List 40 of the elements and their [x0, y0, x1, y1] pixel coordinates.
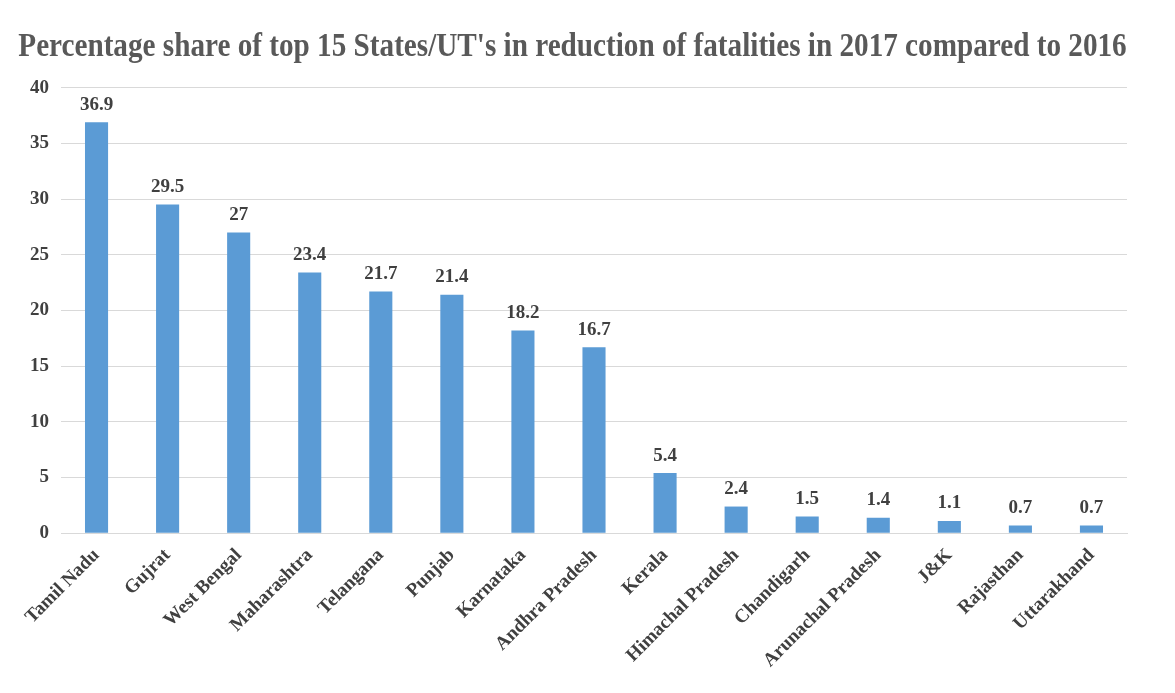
y-tick-label: 30: [30, 186, 49, 208]
bar: [298, 272, 322, 533]
data-label: 2.4: [724, 476, 749, 498]
bar: [1079, 525, 1104, 533]
bar: [369, 291, 393, 533]
data-label: 21.4: [435, 265, 469, 287]
data-label: 29.5: [150, 175, 185, 196]
data-label: 36.9: [79, 92, 114, 114]
bar: [866, 517, 890, 533]
y-tick-label: 25: [30, 242, 49, 264]
bar: [795, 516, 819, 533]
bar: [653, 473, 677, 533]
y-tick-label: 10: [30, 409, 49, 431]
y-tick-label: 40: [30, 75, 49, 97]
data-label: 1.5: [795, 486, 820, 508]
data-label: 0.7: [1079, 495, 1104, 517]
data-label: 1.1: [937, 491, 962, 513]
data-label: 23.4: [293, 242, 327, 264]
chart-title: Percentage share of top 15 States/UT's in reduction of fatalities in 2017 compared to 2016: [18, 26, 1127, 64]
bar: [1008, 525, 1032, 533]
y-tick-label: 5: [39, 465, 49, 487]
bar: [937, 521, 961, 533]
data-label: 27: [229, 202, 249, 224]
y-tick-label: 15: [30, 354, 49, 376]
bar: [724, 506, 748, 533]
data-label: 5.4: [653, 443, 678, 465]
bar: [582, 347, 606, 533]
y-tick-label: 20: [30, 298, 49, 320]
bar: [227, 232, 251, 533]
bar: [440, 294, 464, 533]
y-tick-label: 35: [30, 131, 49, 153]
data-label: 1.4: [866, 488, 891, 510]
bar: [156, 204, 180, 533]
data-label: 16.7: [577, 317, 612, 339]
y-tick-label: 0: [39, 521, 49, 543]
data-label: 21.7: [364, 261, 398, 283]
bar: [511, 330, 535, 533]
data-label: 18.2: [506, 300, 540, 322]
bar: [84, 122, 109, 533]
data-label: 0.7: [1008, 495, 1033, 517]
